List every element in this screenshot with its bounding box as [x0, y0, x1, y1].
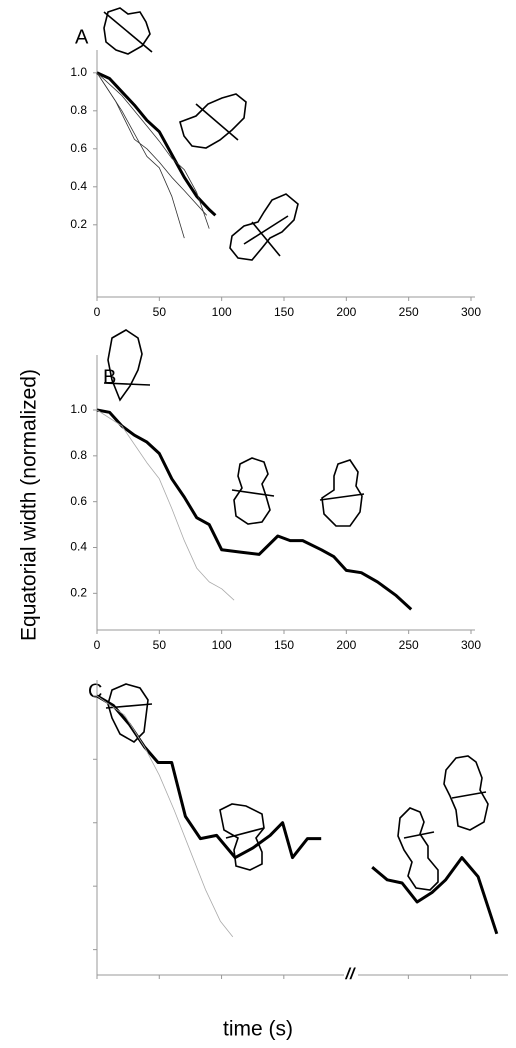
data-line	[96, 72, 210, 229]
x-tick-label: 200	[336, 305, 356, 319]
x-axis-label: time (s)	[223, 1018, 293, 1041]
x-tick-label: 300	[461, 305, 481, 319]
y-tick-label: 0.8	[70, 103, 87, 117]
x-tick-label: 250	[399, 638, 419, 652]
panel-label: A	[75, 26, 89, 48]
x-tick-label: 50	[153, 638, 167, 652]
x-tick-label: 250	[399, 305, 419, 319]
x-tick-label: 100	[212, 305, 232, 319]
x-tick-label: 100	[212, 638, 232, 652]
y-tick-label: 0.8	[70, 448, 87, 462]
y-tick-label: 0.4	[70, 179, 87, 193]
panel-label: B	[103, 366, 116, 388]
data-line	[96, 408, 413, 611]
data-line	[96, 695, 234, 938]
data-line	[96, 409, 235, 601]
x-tick-label: 150	[274, 638, 294, 652]
y-tick-label: 0.2	[70, 586, 87, 600]
x-tick-label: 150	[274, 305, 294, 319]
x-tick-label: 0	[94, 305, 101, 319]
y-tick-label: 0.6	[70, 494, 87, 508]
cell-drawings	[103, 7, 489, 891]
y-tick-label: 0.2	[70, 217, 87, 231]
y-tick-label: 0.6	[70, 141, 87, 155]
x-tick-label: 200	[336, 638, 356, 652]
x-tick-label: 0	[94, 638, 101, 652]
data-line	[96, 71, 217, 217]
y-axis-label: Equatorial width (normalized)	[18, 369, 41, 641]
data-line	[96, 72, 207, 216]
data-line	[96, 72, 185, 239]
y-tick-label: 1.0	[70, 65, 87, 79]
y-tick-label: 1.0	[70, 402, 87, 416]
x-tick-label: 50	[153, 305, 167, 319]
x-tick-label: 300	[461, 638, 481, 652]
axis-break: //	[345, 966, 356, 983]
data-line	[96, 694, 499, 935]
y-tick-label: 0.4	[70, 540, 87, 554]
